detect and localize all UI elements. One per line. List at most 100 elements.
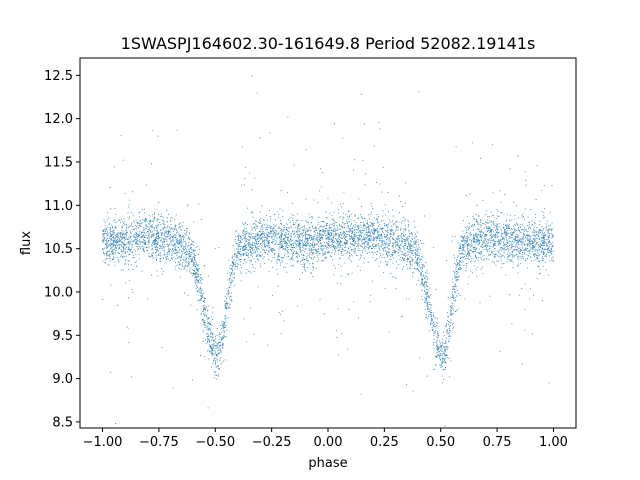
- data-point: [407, 225, 410, 227]
- data-point: [328, 227, 330, 230]
- data-point: [548, 240, 551, 242]
- data-point: [194, 260, 196, 262]
- data-point: [228, 307, 230, 309]
- data-point: [547, 235, 549, 237]
- data-point: [114, 265, 116, 267]
- data-point: [381, 228, 383, 230]
- data-point: [508, 294, 511, 296]
- data-point: [337, 234, 339, 236]
- data-point: [407, 246, 409, 248]
- data-point: [360, 222, 362, 224]
- data-point: [255, 256, 257, 258]
- data-point: [400, 236, 402, 238]
- data-point: [425, 261, 427, 264]
- data-point: [331, 232, 333, 234]
- data-point: [407, 219, 409, 222]
- data-point: [518, 230, 520, 232]
- data-point: [526, 243, 528, 245]
- data-point: [335, 228, 337, 230]
- data-point: [489, 221, 491, 223]
- data-point: [207, 338, 209, 340]
- data-point: [146, 230, 149, 232]
- data-point: [338, 249, 340, 251]
- data-point: [260, 217, 262, 219]
- data-point: [238, 235, 240, 237]
- data-point: [338, 228, 340, 230]
- data-point: [415, 244, 417, 246]
- data-point: [404, 225, 407, 227]
- data-point: [317, 248, 320, 250]
- data-point: [318, 241, 320, 243]
- data-point: [168, 251, 170, 253]
- data-point: [367, 261, 369, 263]
- data-point: [525, 179, 527, 182]
- data-point: [102, 298, 104, 301]
- data-point: [244, 258, 246, 261]
- data-point: [169, 236, 171, 238]
- data-point: [499, 243, 501, 245]
- data-point: [266, 223, 268, 225]
- data-point: [457, 308, 459, 310]
- data-point: [549, 211, 551, 213]
- data-point: [131, 241, 133, 243]
- data-point: [273, 229, 275, 231]
- data-point: [485, 241, 487, 243]
- data-point: [266, 237, 268, 239]
- data-point: [226, 273, 228, 275]
- data-point: [318, 229, 320, 231]
- data-point: [153, 227, 155, 229]
- data-point: [210, 330, 212, 332]
- data-point: [448, 325, 451, 328]
- data-point: [425, 301, 427, 303]
- data-point: [109, 257, 111, 259]
- data-point: [225, 320, 227, 322]
- data-point: [306, 258, 308, 260]
- data-point: [421, 263, 423, 265]
- data-point: [269, 220, 271, 222]
- data-point: [197, 281, 199, 283]
- data-point: [414, 261, 416, 263]
- data-point: [518, 250, 520, 252]
- data-point: [279, 245, 281, 248]
- data-point: [274, 243, 276, 245]
- data-point: [426, 285, 428, 287]
- data-point: [391, 209, 394, 211]
- data-point: [431, 327, 433, 329]
- data-point: [392, 215, 394, 217]
- data-point: [460, 267, 462, 270]
- data-point: [123, 252, 125, 254]
- data-point: [418, 264, 421, 266]
- data-point: [286, 263, 288, 265]
- data-point: [167, 251, 170, 253]
- data-point: [499, 225, 501, 227]
- data-point: [382, 248, 384, 250]
- data-point: [374, 259, 376, 261]
- data-point: [406, 237, 408, 239]
- data-point: [345, 222, 347, 224]
- data-point: [287, 252, 289, 255]
- data-point: [360, 245, 362, 247]
- data-point: [308, 248, 310, 250]
- data-point: [375, 229, 377, 231]
- data-point: [543, 233, 545, 235]
- data-point: [458, 293, 460, 295]
- data-point: [106, 242, 108, 244]
- data-point: [373, 217, 376, 219]
- data-point: [183, 259, 185, 261]
- data-point: [291, 202, 293, 204]
- data-point: [365, 236, 367, 238]
- data-point: [434, 326, 436, 328]
- data-point: [145, 235, 147, 237]
- data-point: [170, 240, 172, 242]
- data-point: [402, 266, 404, 268]
- data-point: [473, 265, 475, 267]
- data-point: [464, 239, 466, 242]
- data-point: [533, 226, 536, 228]
- data-point: [354, 236, 356, 238]
- data-point: [203, 314, 205, 316]
- data-point: [419, 261, 421, 263]
- data-point: [183, 249, 185, 251]
- data-point: [167, 213, 170, 215]
- data-point: [532, 251, 534, 253]
- data-point: [331, 224, 333, 226]
